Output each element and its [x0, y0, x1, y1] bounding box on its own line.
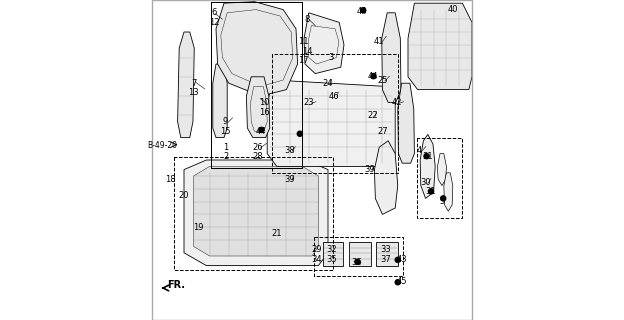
Polygon shape [193, 166, 318, 256]
Circle shape [297, 131, 303, 136]
Polygon shape [267, 80, 395, 166]
Polygon shape [420, 134, 435, 198]
Text: 16: 16 [259, 108, 270, 116]
Text: 18: 18 [165, 175, 176, 184]
Polygon shape [184, 160, 328, 266]
Text: 30: 30 [421, 178, 431, 187]
Text: 44: 44 [368, 72, 378, 81]
Text: 46: 46 [329, 92, 339, 100]
Text: 27: 27 [377, 127, 388, 136]
Text: 44: 44 [357, 7, 367, 16]
Text: 38: 38 [284, 146, 295, 155]
Text: 7: 7 [191, 79, 197, 88]
Circle shape [429, 189, 434, 194]
Polygon shape [349, 242, 371, 266]
Text: 45: 45 [396, 277, 407, 286]
Polygon shape [408, 3, 472, 90]
Circle shape [371, 74, 376, 79]
Text: 23: 23 [303, 98, 314, 107]
Text: 29: 29 [311, 245, 322, 254]
Circle shape [395, 257, 401, 262]
Text: 33: 33 [380, 245, 391, 254]
Text: 5: 5 [439, 197, 444, 206]
Text: 3: 3 [328, 53, 334, 62]
Polygon shape [397, 83, 414, 163]
Polygon shape [374, 141, 397, 214]
Text: 25: 25 [377, 76, 388, 84]
Text: 35: 35 [326, 255, 336, 264]
Text: 44: 44 [256, 127, 266, 136]
Text: 42: 42 [391, 98, 402, 107]
Text: FR.: FR. [167, 280, 185, 291]
Text: B-49-20: B-49-20 [147, 141, 177, 150]
Polygon shape [323, 242, 343, 266]
Text: 6: 6 [212, 8, 217, 17]
Text: 26: 26 [252, 143, 263, 152]
Text: 40: 40 [447, 5, 458, 14]
Polygon shape [304, 13, 344, 74]
Text: 4: 4 [417, 146, 422, 155]
Text: 13: 13 [188, 88, 199, 97]
Text: 8: 8 [305, 15, 310, 24]
Text: 12: 12 [209, 18, 220, 27]
Text: 1: 1 [223, 143, 228, 152]
Text: 43: 43 [396, 255, 407, 264]
Text: 36: 36 [351, 258, 362, 267]
Polygon shape [437, 154, 446, 186]
Polygon shape [216, 2, 298, 96]
Text: 31: 31 [425, 188, 436, 196]
Circle shape [259, 127, 264, 132]
Text: 10: 10 [259, 98, 269, 107]
Text: 15: 15 [220, 127, 231, 136]
Text: 41: 41 [374, 37, 384, 46]
Text: 17: 17 [298, 56, 308, 65]
Text: 37: 37 [380, 255, 391, 264]
Text: 32: 32 [326, 245, 336, 254]
Circle shape [424, 154, 429, 159]
Polygon shape [444, 173, 453, 211]
Text: 20: 20 [178, 191, 189, 200]
Text: 22: 22 [368, 111, 378, 120]
Circle shape [395, 280, 401, 285]
Polygon shape [178, 32, 194, 138]
Text: 31: 31 [422, 152, 432, 161]
Circle shape [361, 8, 366, 13]
Text: 2: 2 [223, 152, 228, 161]
Text: 34: 34 [311, 255, 322, 264]
Polygon shape [376, 242, 397, 266]
Text: 9: 9 [223, 117, 228, 126]
Polygon shape [382, 13, 401, 102]
Text: 39: 39 [364, 165, 375, 174]
Polygon shape [246, 77, 270, 138]
Text: 39: 39 [285, 175, 295, 184]
Text: 21: 21 [271, 229, 282, 238]
Text: 19: 19 [193, 223, 203, 232]
Text: 14: 14 [302, 47, 313, 56]
Text: 24: 24 [323, 79, 333, 88]
Circle shape [441, 196, 446, 201]
Circle shape [355, 259, 360, 264]
Polygon shape [213, 64, 227, 138]
Text: 28: 28 [252, 152, 263, 161]
Text: 11: 11 [298, 37, 308, 46]
